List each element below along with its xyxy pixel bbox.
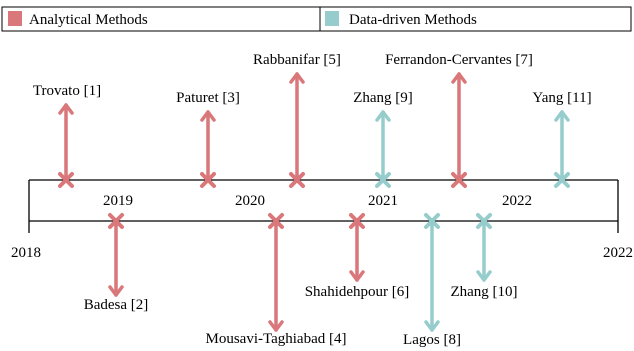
entry-labels: Trovato [1] Paturet [3] Rabbanifar [5] Z…: [33, 52, 592, 348]
entry-label-lagos: Lagos [8]: [403, 332, 461, 348]
marker-8: [268, 213, 284, 332]
entry-label-zhang-9: Zhang [9]: [353, 90, 413, 106]
marker-2: [200, 110, 216, 188]
cross-icon: [268, 213, 284, 229]
arrowhead-icon: [476, 270, 492, 282]
entry-label-yang: Yang [11]: [532, 90, 591, 106]
cross-icon: [200, 172, 216, 188]
cross-icon: [108, 213, 124, 229]
arrowhead-icon: [58, 103, 74, 115]
timeline-axis: [28, 179, 619, 233]
entry-label-badesa: Badesa [2]: [84, 297, 149, 313]
marker-3: [289, 72, 305, 188]
year-label-2018: 2018: [11, 245, 41, 261]
entry-label-trovato: Trovato [1]: [33, 83, 101, 99]
cross-icon: [554, 172, 570, 188]
year-label-2020: 2020: [235, 193, 265, 209]
marker-5: [451, 72, 467, 188]
year-label-2022-end: 2022: [603, 245, 633, 261]
marker-9: [349, 213, 365, 282]
legend-label-datadriven: Data-driven Methods: [349, 12, 477, 28]
timeline-markers: [58, 72, 570, 332]
arrowhead-icon: [349, 270, 365, 282]
legend: Analytical Methods Data-driven Methods: [1, 6, 632, 32]
entry-label-mousavi-taghiabad: Mousavi-Taghiabad [4]: [206, 331, 347, 347]
cross-icon: [349, 213, 365, 229]
year-label-2022: 2022: [502, 193, 532, 209]
marker-6: [554, 110, 570, 188]
cross-icon: [375, 172, 391, 188]
arrowhead-icon: [289, 72, 305, 84]
cross-icon: [58, 172, 74, 188]
entry-label-paturet: Paturet [3]: [176, 90, 240, 106]
marker-1: [58, 103, 74, 188]
cross-icon: [289, 172, 305, 188]
legend-swatch-analytical: [8, 11, 22, 26]
arrowhead-icon: [375, 110, 391, 122]
arrowhead-icon: [554, 110, 570, 122]
legend-box-analytical: [1, 6, 321, 32]
marker-7: [108, 213, 124, 297]
arrowhead-icon: [451, 72, 467, 84]
marker-10: [424, 213, 440, 332]
arrowhead-icon: [108, 285, 124, 297]
entry-label-zhang-10: Zhang [10]: [450, 284, 517, 300]
arrowhead-icon: [424, 320, 440, 332]
entry-label-rabbanifar: Rabbanifar [5]: [253, 52, 341, 68]
legend-label-analytical: Analytical Methods: [29, 12, 148, 28]
marker-4: [375, 110, 391, 188]
cross-icon: [424, 213, 440, 229]
legend-box-datadriven: [319, 6, 632, 32]
cross-icon: [476, 213, 492, 229]
cross-icon: [451, 172, 467, 188]
year-labels: 2018 2019 2020 2021 2022 2022: [11, 193, 633, 261]
arrowhead-icon: [268, 320, 284, 332]
marker-11: [476, 213, 492, 282]
entry-label-shahidehpour: Shahidehpour [6]: [305, 284, 410, 300]
year-label-2021: 2021: [368, 193, 398, 209]
arrowhead-icon: [200, 110, 216, 122]
legend-swatch-datadriven: [325, 11, 339, 26]
year-label-2019: 2019: [103, 193, 133, 209]
entry-label-ferrandon-cervantes: Ferrandon-Cervantes [7]: [385, 52, 533, 68]
